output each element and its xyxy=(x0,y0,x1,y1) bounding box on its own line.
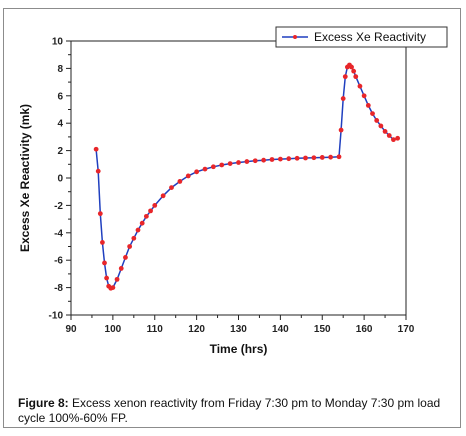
data-point xyxy=(127,244,133,249)
data-point xyxy=(118,266,124,271)
data-point xyxy=(102,260,107,266)
x-tick-label: 90 xyxy=(65,324,77,335)
data-point xyxy=(114,276,120,282)
data-point xyxy=(395,135,401,141)
y-tick-label: -8 xyxy=(54,283,63,294)
x-tick-label: 110 xyxy=(147,324,164,335)
x-tick-label: 130 xyxy=(230,324,247,335)
data-point xyxy=(252,158,258,164)
data-point xyxy=(382,129,388,134)
data-point xyxy=(177,179,183,184)
data-point xyxy=(110,285,116,290)
data-point xyxy=(160,193,166,199)
legend-box xyxy=(275,26,448,48)
data-point xyxy=(303,155,308,161)
data-point xyxy=(319,155,325,160)
data-point xyxy=(342,74,348,80)
series-line xyxy=(95,63,398,290)
x-tick-label: 100 xyxy=(105,324,122,335)
figure-frame: 90 100 110 120 130 140 150 160 170 10 8 6 4 2 0 -2 -4 -6… xyxy=(3,8,461,428)
x-tick-label: 170 xyxy=(398,324,415,335)
data-point xyxy=(378,123,384,129)
y-tick-label: 10 xyxy=(52,37,64,48)
data-point xyxy=(328,154,334,160)
data-point xyxy=(370,111,375,117)
data-point xyxy=(386,133,392,138)
y-axis-title: Excess Xe Reactivity (mk) xyxy=(18,104,32,252)
data-point xyxy=(169,185,174,190)
y-tick-label: -2 xyxy=(54,201,63,212)
x-tick-label: 120 xyxy=(188,324,205,335)
excess-xe-reactivity-chart: 90 100 110 120 130 140 150 160 170 10 8 6 4 2 0 -2 -4 -6… xyxy=(18,26,448,356)
data-point xyxy=(97,211,103,217)
data-point xyxy=(277,156,283,162)
data-point xyxy=(261,157,267,163)
legend: Excess Xe Reactivity xyxy=(275,26,448,48)
data-point xyxy=(391,137,396,143)
data-point xyxy=(152,203,158,208)
data-point xyxy=(374,118,380,123)
data-point xyxy=(139,220,145,226)
legend-label: Excess Xe Reactivity xyxy=(314,30,426,44)
data-point xyxy=(194,169,200,175)
y-tick-label: 0 xyxy=(57,174,63,185)
data-point xyxy=(219,162,225,168)
data-point xyxy=(148,208,153,214)
x-tick-label: 140 xyxy=(272,324,289,335)
data-point xyxy=(143,213,149,219)
y-tick-label: 8 xyxy=(57,64,63,75)
data-point xyxy=(131,235,137,241)
data-point xyxy=(244,159,250,164)
data-point xyxy=(361,93,367,99)
caption-label: Figure 8: xyxy=(18,396,69,410)
y-tick-label: 4 xyxy=(57,119,63,130)
series-layer xyxy=(93,62,401,291)
data-point xyxy=(357,83,363,89)
data-point xyxy=(227,161,233,167)
data-point xyxy=(123,255,128,260)
data-point xyxy=(365,102,371,108)
caption-text: Excess xenon reactivity from Friday 7:30… xyxy=(18,396,441,425)
data-point xyxy=(135,227,141,233)
data-point xyxy=(349,64,354,70)
data-point xyxy=(185,173,191,179)
plot-axes xyxy=(70,40,407,316)
data-point xyxy=(95,168,101,174)
x-tick-label: 160 xyxy=(356,324,373,335)
data-point xyxy=(338,127,344,133)
y-axis-ticks: 10 8 6 4 2 0 -2 -4 -6 -8 -10 xyxy=(49,37,71,322)
data-point xyxy=(294,155,300,161)
data-point xyxy=(336,154,342,160)
y-tick-label: -6 xyxy=(54,256,63,267)
data-point xyxy=(210,164,216,170)
y-tick-label: -4 xyxy=(54,228,63,239)
data-point xyxy=(236,160,241,165)
y-tick-label: -10 xyxy=(49,311,64,322)
data-point xyxy=(311,155,317,161)
y-tick-label: 2 xyxy=(57,146,63,157)
data-point xyxy=(340,96,346,101)
y-tick-label: 6 xyxy=(57,91,63,102)
plot-frame xyxy=(70,40,407,316)
data-point xyxy=(353,74,359,80)
x-axis-title: Time (hrs) xyxy=(210,342,268,356)
x-tick-label: 150 xyxy=(314,324,331,335)
data-point xyxy=(202,166,208,172)
figure-caption: Figure 8: Excess xenon reactivity from F… xyxy=(18,396,448,426)
legend-marker-swatch xyxy=(293,35,297,39)
data-point xyxy=(286,156,292,162)
data-point xyxy=(100,239,105,245)
data-point xyxy=(93,146,99,152)
data-point xyxy=(104,275,109,281)
x-axis-ticks: 90 100 110 120 130 140 150 160 170 xyxy=(65,315,415,335)
data-point xyxy=(351,68,357,74)
data-point xyxy=(269,157,275,162)
